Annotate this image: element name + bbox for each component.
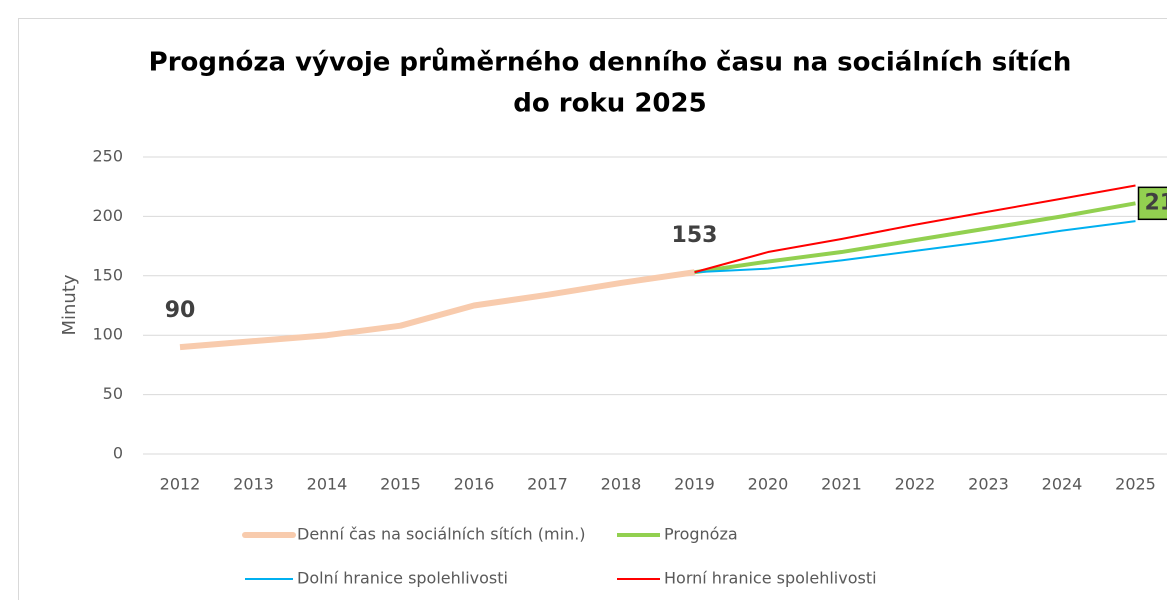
data-label: 153: [672, 223, 718, 248]
x-tick-label: 2023: [968, 475, 1009, 494]
x-tick-label: 2019: [674, 475, 715, 494]
data-label-box: [1137, 186, 1167, 221]
legend-label: Dolní hranice spolehlivosti: [297, 569, 508, 588]
data-label: 90: [165, 298, 196, 323]
legend-label: Prognóza: [664, 525, 738, 544]
chart-border: [18, 18, 1167, 600]
series-line: [694, 220, 1136, 274]
legend-label: Horní hranice spolehlivosti: [664, 569, 877, 588]
x-tick-label: 2024: [1042, 475, 1083, 494]
y-tick-label: 0: [113, 444, 123, 463]
x-tick-label: 2021: [821, 475, 862, 494]
x-tick-label: 2015: [380, 475, 421, 494]
y-tick-label: 100: [92, 325, 123, 344]
series-line: [694, 184, 1136, 274]
y-tick-label: 250: [92, 147, 123, 166]
x-tick-label: 2022: [895, 475, 936, 494]
series-line: [694, 201, 1136, 275]
x-tick-label: 2020: [748, 475, 789, 494]
legend-label: Denní čas na sociálních sítích (min.): [297, 525, 586, 544]
x-tick-label: 2018: [601, 475, 642, 494]
x-tick-label: 2017: [527, 475, 568, 494]
y-tick-label: 200: [92, 206, 123, 225]
x-tick-label: 2016: [454, 475, 495, 494]
y-axis-label: Minuty: [59, 274, 80, 335]
y-tick-label: 150: [92, 265, 123, 284]
y-tick-label: 50: [103, 384, 123, 403]
series-line: [179, 269, 695, 351]
data-label: 211: [1145, 190, 1167, 215]
x-tick-label: 2014: [307, 475, 348, 494]
x-tick-label: 2012: [160, 475, 201, 494]
chart-title: do roku 2025: [513, 89, 706, 119]
chart-title: Prognóza vývoje průměrného denního času …: [149, 47, 1072, 78]
x-tick-label: 2025: [1115, 475, 1156, 494]
x-tick-label: 2013: [233, 475, 274, 494]
